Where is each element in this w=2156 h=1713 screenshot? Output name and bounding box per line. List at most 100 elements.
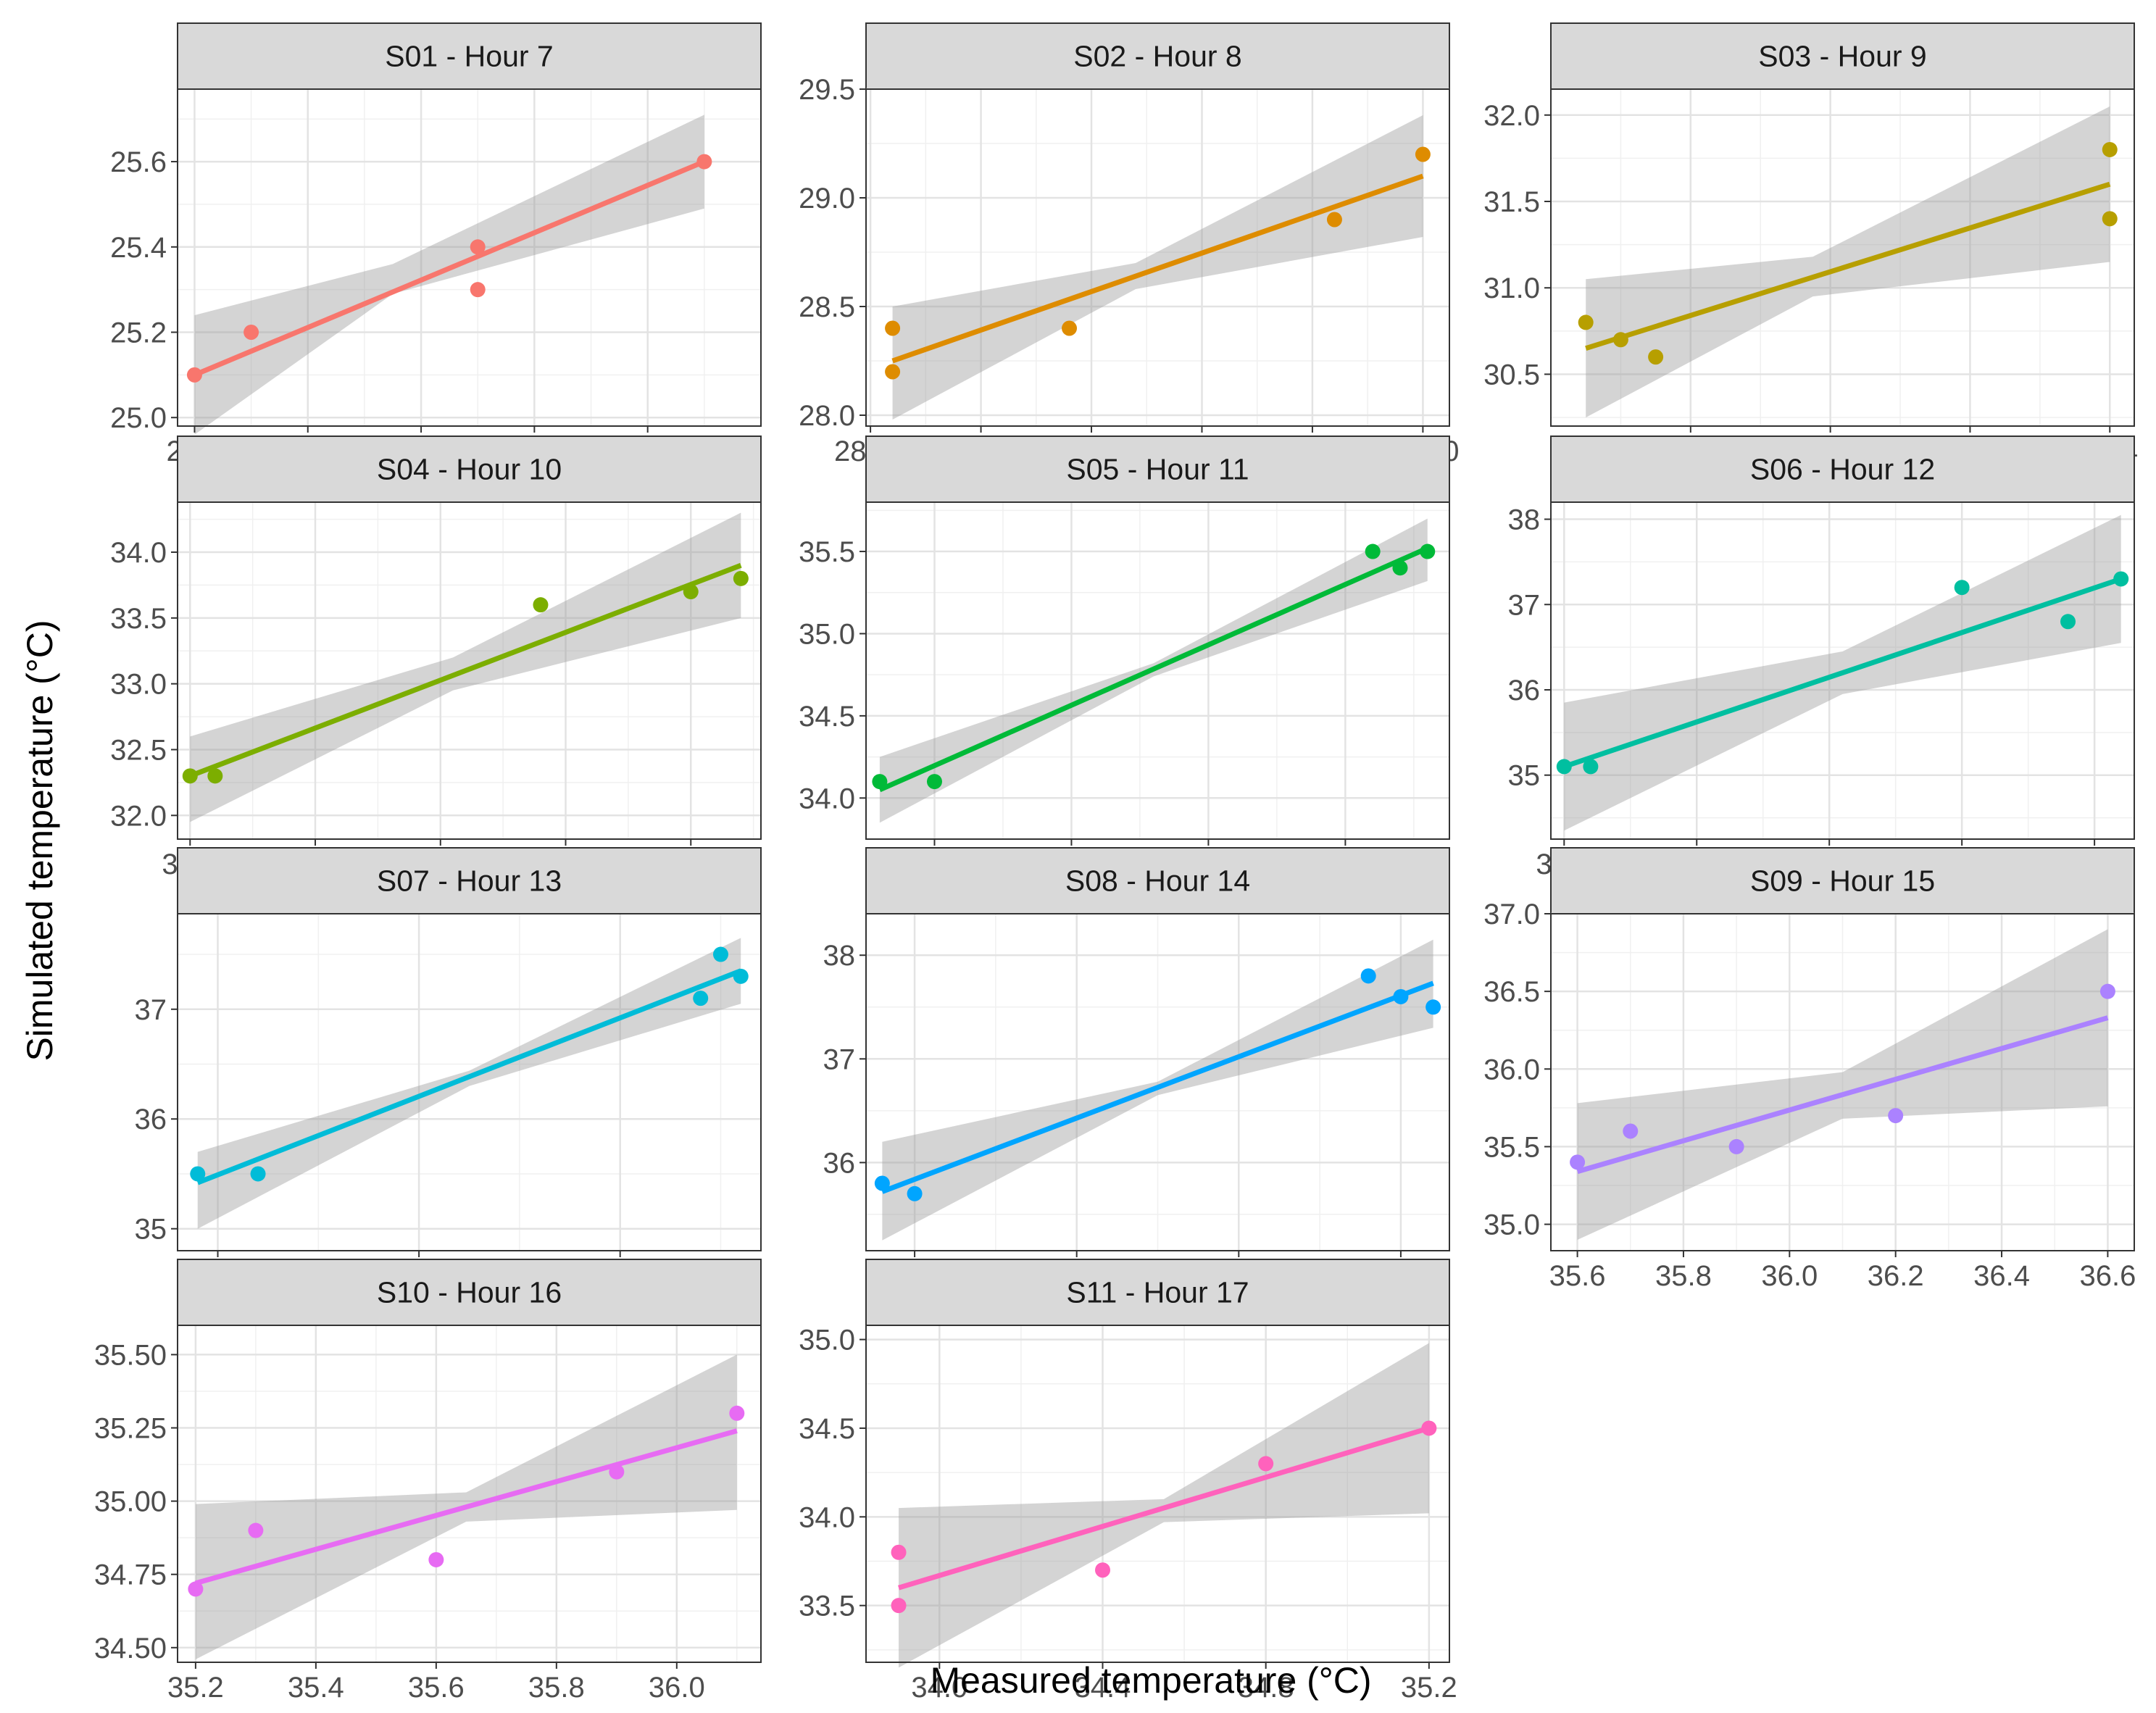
regression-line [878,546,1429,793]
panel-border [865,1325,1450,1663]
x-tick-label: 36.4 [1973,1260,2030,1292]
regression-line [189,562,742,779]
data-point [891,1598,907,1614]
data-point [1415,146,1431,162]
y-tick-label: 28.0 [799,400,855,432]
y-tick-label: 36 [135,1104,167,1135]
x-tick-label: 36.0 [649,1672,705,1704]
data-point [729,1405,745,1421]
facet-title: S10 - Hour 16 [377,1276,562,1309]
y-tick-label: 33.0 [110,669,167,701]
regression-line [193,159,706,378]
facet-strip [865,435,1450,503]
facet-title: S05 - Hour 11 [1066,453,1249,486]
x-tick-label: 35.2 [1401,1672,1457,1704]
y-tick-label: 38 [823,940,856,972]
facet-panel-6: S06 - Hour 1236.036.537.037.538.03536373… [1508,435,2135,880]
x-tick-label: 35.6 [408,1672,465,1704]
data-point [533,597,549,613]
facet-title: S06 - Hour 12 [1750,453,1935,486]
x-tick-label: 34.8 [1238,1672,1294,1704]
facet-strip [1550,435,2135,503]
regression-line [891,173,1424,364]
panel-border [1550,88,2135,427]
confidence-band [194,114,704,435]
x-tick-label: 35.8 [528,1672,585,1704]
facet-title: S04 - Hour 10 [377,453,562,486]
gridlines [178,914,761,1251]
gridlines [866,1325,1449,1662]
y-tick-label: 35.50 [94,1339,167,1371]
y-tick-label: 33.5 [799,1591,855,1622]
gridlines [178,1325,761,1662]
y-tick-label: 37 [135,994,167,1026]
gridlines [866,502,1449,839]
data-point [188,1581,204,1597]
panel-border [177,1325,762,1663]
facet-panel-3: S03 - Hour 931.231.632.032.430.531.031.5… [1483,22,2138,467]
y-tick-label: 37.0 [1483,899,1540,930]
data-point [2099,983,2115,999]
y-tick-label: 35.5 [799,536,855,568]
data-point [1578,314,1594,330]
plot-area [866,89,1449,426]
panel-border [865,501,1450,840]
regression-line [196,968,742,1185]
data-point [891,1544,907,1560]
y-tick-label: 32.0 [1483,100,1540,132]
facet-title: S02 - Hour 8 [1073,40,1241,73]
gridlines [178,502,761,839]
data-point [470,282,486,298]
y-tick-label: 31.5 [1483,186,1540,218]
facet-strip [1550,22,2135,90]
data-point [683,584,699,600]
y-tick-label: 35.5 [1483,1131,1540,1163]
facet-panel-2: S02 - Hour 828.2528.5028.7529.0029.2529.… [799,22,1459,467]
data-point [2102,211,2118,227]
data-point [1420,543,1436,559]
facet-title: S08 - Hour 14 [1065,864,1250,898]
regression-line [1563,576,2122,770]
y-tick-label: 34.0 [110,537,167,569]
data-point [207,768,223,784]
y-tick-label: 32.5 [110,734,167,766]
data-point [428,1551,444,1567]
panel-border [865,913,1450,1251]
y-tick-label: 38 [1508,504,1541,536]
y-tick-label: 35.0 [1483,1209,1540,1241]
confidence-band [197,938,741,1229]
data-point [1425,999,1441,1015]
data-point [733,968,749,984]
data-point [1612,332,1628,348]
data-point [1623,1123,1639,1139]
data-point [1360,968,1376,984]
y-tick-label: 33.5 [110,603,167,635]
facet-strip [177,435,762,503]
y-tick-label: 35.0 [799,1325,855,1356]
y-tick-label: 25.6 [110,146,167,178]
data-point [733,570,749,586]
facet-title: S01 - Hour 7 [385,40,553,73]
panel-border [865,88,1450,427]
gridlines [866,88,1449,426]
plot-area [866,502,1449,839]
data-point [1556,759,1572,775]
facet-title: S03 - Hour 9 [1758,40,1926,73]
plot-area [1551,89,2134,426]
panel-border [177,88,762,427]
y-tick-label: 34.5 [799,701,855,733]
data-point [1728,1138,1744,1154]
data-point [2113,571,2129,587]
confidence-band [190,512,741,822]
facet-strip [865,1259,1450,1326]
gridlines [1551,502,2134,839]
x-axis-title: Measured temperature (°C) [930,1660,1371,1701]
data-point [885,364,901,380]
y-tick-label: 34.0 [799,1501,855,1533]
data-point [470,239,486,255]
y-tick-label: 36.0 [1483,1054,1540,1085]
y-tick-label: 35.25 [94,1413,167,1445]
regression-line [881,980,1434,1194]
